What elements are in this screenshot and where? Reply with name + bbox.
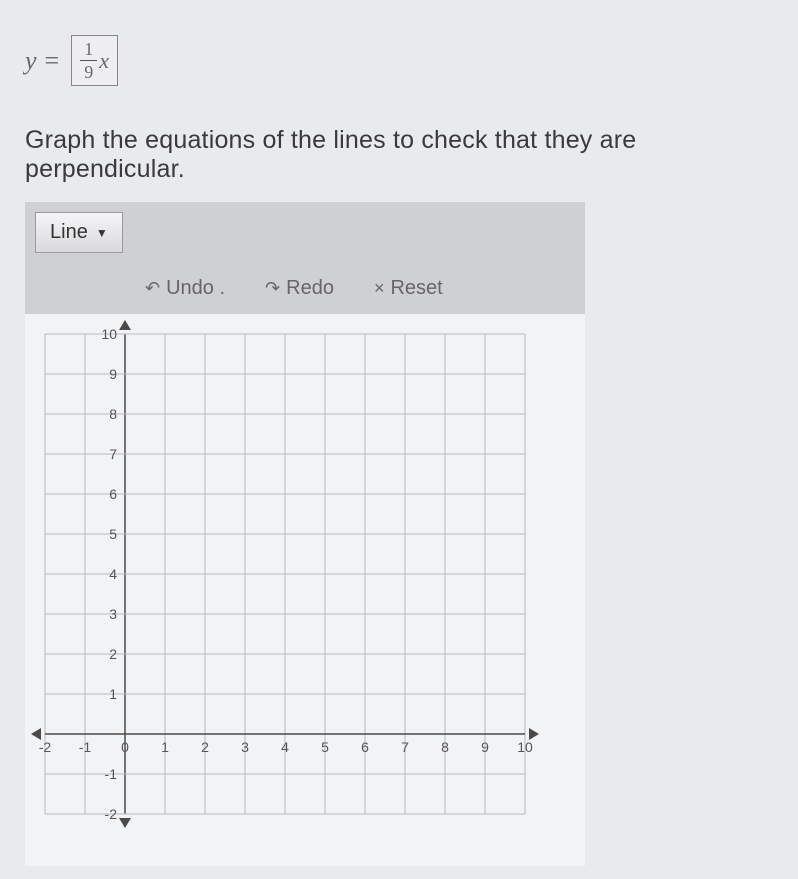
svg-text:6: 6 [361,739,369,755]
fraction-numerator: 1 [80,40,97,61]
equation-rhs-box: 1 9 x [71,35,118,86]
svg-text:8: 8 [441,739,449,755]
svg-text:2: 2 [109,646,117,662]
svg-text:-2: -2 [39,739,52,755]
svg-text:-1: -1 [79,739,92,755]
svg-text:10: 10 [517,739,533,755]
redo-icon: ↷ [265,278,280,299]
fraction: 1 9 [80,40,97,81]
tool-selector-bar: Line ▼ [25,202,585,263]
svg-text:-1: -1 [105,766,118,782]
redo-button[interactable]: ↷ Redo [265,277,334,300]
equation-equals: = [45,46,60,76]
svg-text:9: 9 [481,739,489,755]
svg-text:3: 3 [241,739,249,755]
coordinate-grid[interactable]: -2-1012345678910-2-112345678910 [25,314,545,834]
undo-button[interactable]: ↶ Undo . [145,277,225,300]
plot-area[interactable]: -2-1012345678910-2-112345678910 [25,314,585,866]
graph-widget: Line ▼ ↶ Undo . ↷ Redo × Reset -2-101234… [25,202,585,866]
undo-icon: ↶ [145,278,160,299]
reset-icon: × [374,278,385,299]
equation-display: y = 1 9 x [25,35,773,86]
svg-text:1: 1 [161,739,169,755]
tool-dropdown-label: Line [50,221,88,244]
action-toolbar: ↶ Undo . ↷ Redo × Reset [25,263,585,314]
svg-text:5: 5 [321,739,329,755]
equation-lhs: y [25,46,37,76]
svg-text:0: 0 [121,739,129,755]
svg-text:3: 3 [109,606,117,622]
svg-text:2: 2 [201,739,209,755]
svg-text:7: 7 [109,446,117,462]
svg-text:8: 8 [109,406,117,422]
svg-text:5: 5 [109,526,117,542]
svg-text:7: 7 [401,739,409,755]
svg-text:1: 1 [109,686,117,702]
undo-label: Undo [166,277,214,300]
fraction-denominator: 9 [80,61,97,81]
chevron-down-icon: ▼ [96,226,108,240]
instruction-text: Graph the equations of the lines to chec… [25,126,773,184]
svg-text:9: 9 [109,366,117,382]
tool-dropdown[interactable]: Line ▼ [35,212,123,253]
svg-text:6: 6 [109,486,117,502]
svg-text:4: 4 [281,739,289,755]
redo-label: Redo [286,277,334,300]
svg-text:4: 4 [109,566,117,582]
svg-text:10: 10 [101,326,117,342]
svg-text:-2: -2 [105,806,118,822]
reset-label: Reset [390,277,442,300]
reset-button[interactable]: × Reset [374,277,443,300]
equation-variable: x [99,48,109,74]
